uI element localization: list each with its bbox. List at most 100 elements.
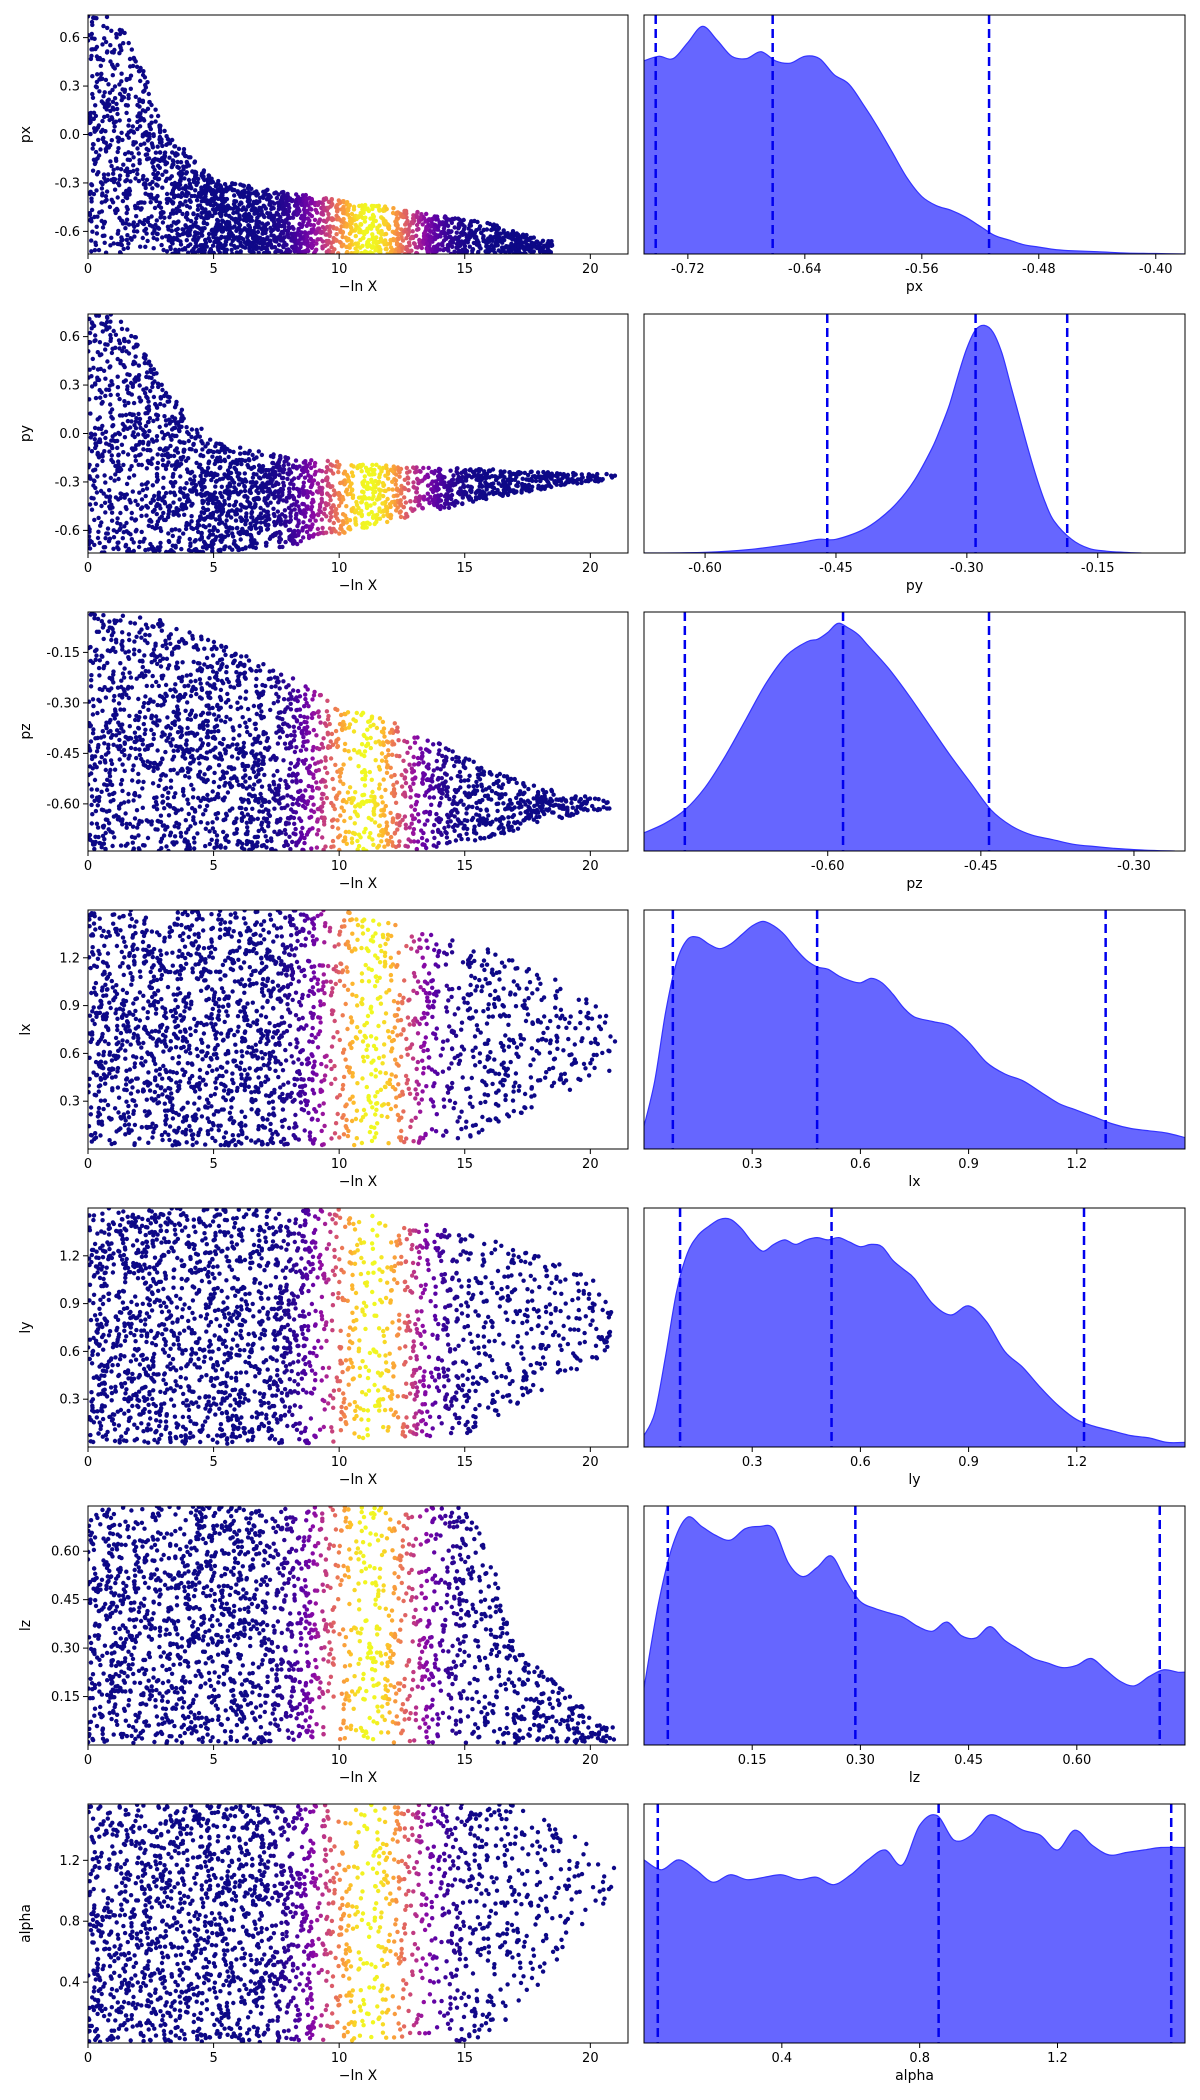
scatter-point [172, 492, 178, 498]
scatter-point [374, 516, 379, 521]
scatter-point [154, 438, 159, 443]
scatter-point [123, 221, 129, 226]
scatter-point [195, 194, 200, 199]
scatter-point [350, 228, 355, 233]
scatter-point [165, 136, 171, 142]
scatter-point [154, 237, 160, 242]
scatter-point [223, 212, 229, 217]
scatter-point [226, 454, 231, 460]
scatter-point [510, 246, 515, 251]
scatter-point [257, 475, 262, 480]
scatter-point [348, 491, 353, 497]
scatter-point [319, 210, 325, 215]
scatter-point [377, 496, 382, 501]
scatter-point [195, 207, 201, 212]
scatter-point [342, 469, 348, 474]
scatter-point [385, 469, 391, 475]
scatter-point [111, 535, 117, 540]
scatter-point [123, 412, 129, 418]
scatter-point [390, 487, 395, 492]
scatter-point [394, 212, 399, 217]
scatter-point [549, 243, 554, 248]
scatter-point [115, 149, 120, 155]
scatter-point [528, 469, 533, 475]
scatter-point [178, 169, 183, 175]
y-tick-label: -0.6 [55, 524, 80, 539]
scatter-point [389, 468, 395, 473]
scatter-point [137, 158, 142, 163]
scatter-point [129, 464, 134, 469]
scatter-point [364, 468, 370, 474]
scatter-point [147, 134, 152, 139]
scatter-point [131, 473, 137, 478]
scatter-point [121, 427, 126, 432]
scatter-point [116, 146, 121, 151]
scatter-point [449, 488, 454, 493]
scatter-point [241, 183, 247, 188]
scatter-point [250, 233, 255, 238]
scatter-point [223, 239, 228, 244]
scatter-point [149, 519, 154, 524]
scatter-point [109, 457, 114, 463]
scatter-point [125, 372, 130, 377]
scatter-point [250, 243, 256, 248]
scatter-point [340, 494, 345, 500]
scatter-point [410, 216, 416, 221]
scatter-point [543, 484, 549, 489]
scatter-point [442, 223, 447, 229]
scatter-point [165, 504, 171, 509]
scatter-point [95, 417, 100, 422]
scatter-point [155, 413, 161, 418]
scatter-point [206, 461, 211, 466]
scatter-point [97, 210, 102, 215]
scatter-point [131, 540, 136, 545]
scatter-point [263, 230, 268, 236]
scatter-point [209, 250, 215, 254]
scatter-point [160, 457, 165, 463]
scatter-point [143, 423, 149, 429]
scatter-point [148, 460, 153, 465]
scatter-point [121, 450, 126, 455]
scatter-point [227, 475, 233, 480]
scatter-point [350, 495, 356, 500]
scatter-point [180, 413, 185, 419]
scatter-point [217, 521, 222, 526]
scatter-point [326, 199, 332, 205]
scatter-point [145, 410, 150, 416]
scatter-point [438, 492, 444, 498]
scatter-point [111, 328, 116, 334]
scatter-point [169, 228, 174, 233]
scatter-point [90, 168, 96, 173]
scatter-point [445, 487, 450, 493]
scatter-point [88, 330, 93, 336]
scatter-point [288, 514, 293, 519]
scatter-point [95, 474, 100, 479]
scatter-point [133, 454, 138, 459]
scatter-point [235, 206, 241, 211]
scatter-point [266, 512, 271, 518]
scatter-point [319, 496, 324, 502]
scatter-point [509, 235, 514, 241]
scatter-point [440, 481, 445, 487]
scatter-point [121, 246, 126, 252]
scatter-point [530, 474, 536, 479]
scatter-point [174, 210, 179, 215]
scatter-point [189, 434, 194, 440]
scatter-point [113, 345, 118, 350]
scatter-point [332, 492, 337, 498]
scatter-point [122, 30, 127, 36]
scatter-point [327, 483, 333, 489]
scatter-point [95, 535, 101, 541]
scatter-point [393, 251, 398, 254]
scatter-point [92, 248, 98, 253]
scatter-point [330, 463, 335, 468]
scatter-point [145, 480, 150, 485]
scatter-point [382, 488, 387, 493]
scatter-point [99, 520, 104, 525]
scatter-point [115, 195, 120, 200]
scatter-point [542, 250, 547, 254]
scatter-point [219, 484, 224, 489]
scatter-point [370, 462, 375, 468]
scatter-point [312, 463, 317, 469]
scatter-point [580, 475, 585, 480]
